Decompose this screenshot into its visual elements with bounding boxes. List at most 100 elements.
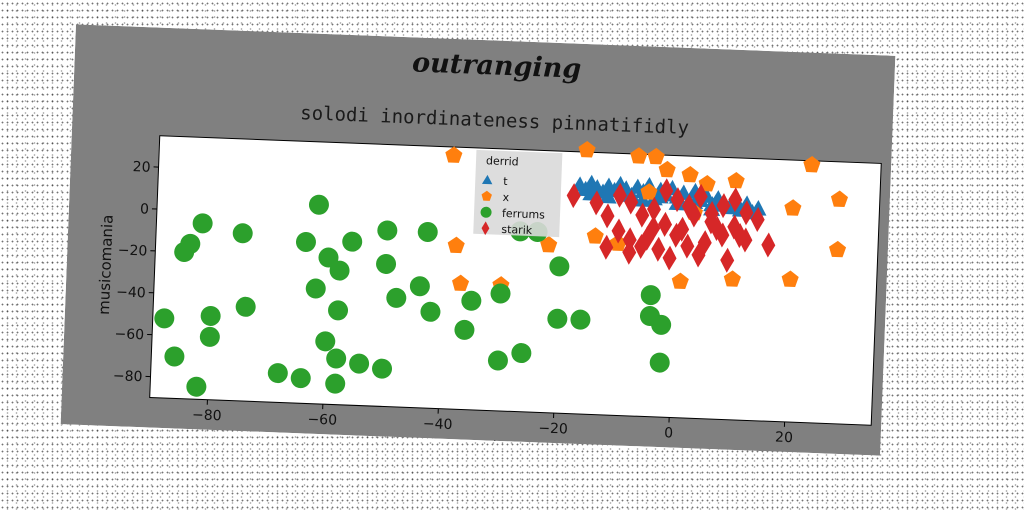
point-ferrums [308,194,329,215]
series-starik [566,178,776,273]
point-starik [715,222,730,248]
legend-label-ferrums: ferrums [502,207,546,222]
y-axis-label: musicomania [95,214,117,315]
point-ferrums [199,326,220,347]
point-ferrums [164,346,185,367]
point-x [671,272,689,289]
y-tick-label: 0 [140,201,150,217]
point-ferrums [295,232,316,253]
point-starik [727,214,742,240]
series-x [445,141,849,293]
point-x [540,236,558,253]
point-starik [599,234,614,260]
point-ferrums [267,363,288,384]
x-tick-label: −20 [538,420,568,437]
data-points [154,141,849,397]
point-x [452,274,470,292]
point-ferrums [420,301,441,322]
point-t [634,191,652,208]
point-starik [716,193,731,219]
point-starik [728,187,743,213]
legend-label-starik: starik [501,223,533,237]
x-tick-label: −60 [307,412,337,429]
point-x [803,155,821,173]
point-x [630,147,648,164]
point-ferrums [349,353,370,374]
point-starik [704,209,719,235]
point-ferrums [318,247,339,268]
point-ferrums [417,222,438,243]
point-starik [738,227,753,253]
point-x [830,190,849,208]
point-starik [675,216,690,242]
point-ferrums [490,283,511,304]
point-x [781,270,799,288]
series-ferrums [154,194,672,397]
point-x [727,171,745,189]
point-starik [750,207,765,233]
point-ferrums [232,223,253,244]
point-starik [662,245,677,271]
point-ferrums [386,287,407,308]
point-x [784,199,802,216]
point-ferrums [328,300,349,321]
point-x [445,146,463,163]
point-starik [693,183,708,209]
point-starik [681,193,696,219]
point-starik [761,232,776,258]
point-ferrums [454,319,475,340]
point-ferrums [511,343,532,364]
x-tick-label: −80 [192,407,222,424]
legend-label-x: x [502,191,509,204]
point-ferrums [326,348,347,369]
x-tick-label: 20 [775,430,793,447]
point-starik [566,183,581,209]
point-x [681,165,699,183]
scatter-chart: outranging solodi inordinateness pinnati… [60,24,896,456]
point-ferrums [649,352,670,373]
point-starik [589,190,604,216]
point-ferrums [154,308,175,329]
point-starik [611,218,626,244]
point-t [599,187,617,204]
point-starik [635,202,650,228]
point-starik [709,215,724,241]
point-starik [622,239,637,265]
point-x [640,183,658,200]
point-starik [612,182,627,208]
chart-figure: outranging solodi inordinateness pinnati… [60,24,896,456]
y-tick-label: −40 [116,284,146,301]
point-ferrums [174,242,195,263]
legend-title: derrid [486,154,519,168]
point-starik [739,200,754,226]
y-tick-label: −20 [117,242,147,259]
point-x [658,160,676,178]
point-ferrums [640,285,661,306]
point-starik [697,230,712,256]
point-starik [687,202,702,228]
point-x [586,227,604,244]
point-ferrums [409,276,430,297]
x-axis-label: pretyranny [467,436,550,456]
point-starik [720,247,735,273]
legend-marker-x [481,190,492,201]
point-x [447,236,465,254]
x-tick-label: −40 [423,416,453,433]
point-ferrums [342,231,363,252]
point-ferrums [570,309,591,330]
point-starik [640,225,655,251]
point-ferrums [325,373,346,394]
legend-marker-ferrums [480,206,492,218]
point-ferrums [376,253,397,274]
point-starik [624,189,639,215]
point-ferrums [290,368,311,389]
point-ferrums [329,260,350,281]
point-starik [600,203,615,229]
point-x [828,240,847,258]
point-starik [647,196,662,222]
point-ferrums [377,220,398,241]
point-starik [659,178,674,204]
point-ferrums [461,290,482,311]
point-starik [680,233,695,259]
